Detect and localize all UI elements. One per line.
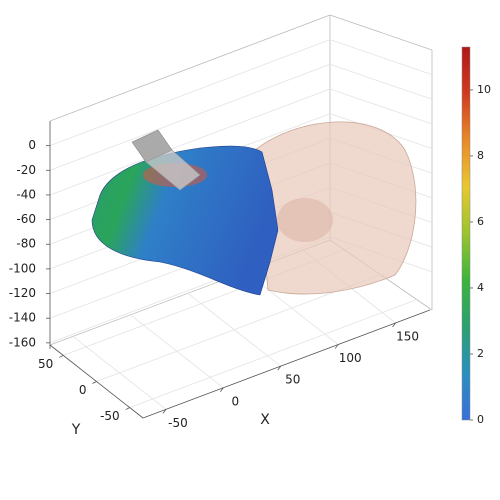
z-tick-label: -80	[16, 237, 36, 251]
y-tick	[59, 355, 64, 358]
z-tick-label: -120	[9, 286, 36, 300]
colorbar-tick-label: 10	[477, 83, 491, 96]
x-tick-label: 50	[285, 373, 300, 387]
y-axis-label: Y	[71, 422, 81, 438]
transparent-body-part	[277, 198, 333, 242]
grid-line	[129, 299, 417, 408]
y-tick	[92, 381, 97, 384]
y-tick-label: 50	[38, 357, 53, 371]
z-tick-label: -160	[9, 335, 36, 349]
x-tick	[277, 365, 282, 371]
x-tick-label: 150	[396, 329, 419, 343]
z-tick-label: -100	[9, 261, 36, 275]
transparent-body	[254, 121, 417, 295]
grid-line	[329, 63, 433, 100]
colorbar-tick-label: 8	[477, 149, 484, 162]
x-tick-label: 100	[339, 351, 362, 365]
z-tick-label: -60	[16, 212, 36, 226]
grid-line	[49, 39, 331, 147]
x-tick-label: 0	[232, 394, 240, 408]
grid-line	[49, 88, 331, 196]
x-tick-label: -50	[168, 416, 188, 430]
z-tick-label: -20	[16, 163, 36, 177]
colorbar	[461, 46, 471, 421]
surface-model	[91, 121, 417, 296]
y-tick	[125, 407, 130, 410]
x-axis-label: X	[260, 412, 270, 428]
x-tick	[220, 387, 224, 393]
z-tick-label: -140	[9, 311, 36, 325]
probe-face	[145, 149, 201, 191]
z-tick-label: 0	[28, 138, 36, 152]
x-tick	[334, 344, 339, 349]
grid-line	[49, 63, 331, 171]
x-tick	[392, 322, 396, 328]
z-tick-label: -40	[16, 187, 36, 201]
colorbar-tick-label: 2	[477, 347, 484, 360]
colorbar-tick-label: 6	[477, 215, 484, 228]
y-tick-label: -50	[100, 409, 120, 423]
colorbar-tick-label: 4	[477, 281, 484, 294]
x-tick	[162, 409, 167, 414]
tick-labels: 0-20-40-60-80-100-120-140-160-5005010015…	[9, 83, 491, 430]
y-tick-label: 0	[79, 383, 87, 397]
grid-line	[329, 88, 433, 125]
colorbar-tick-label: 0	[477, 413, 484, 426]
grid-line	[329, 39, 433, 76]
